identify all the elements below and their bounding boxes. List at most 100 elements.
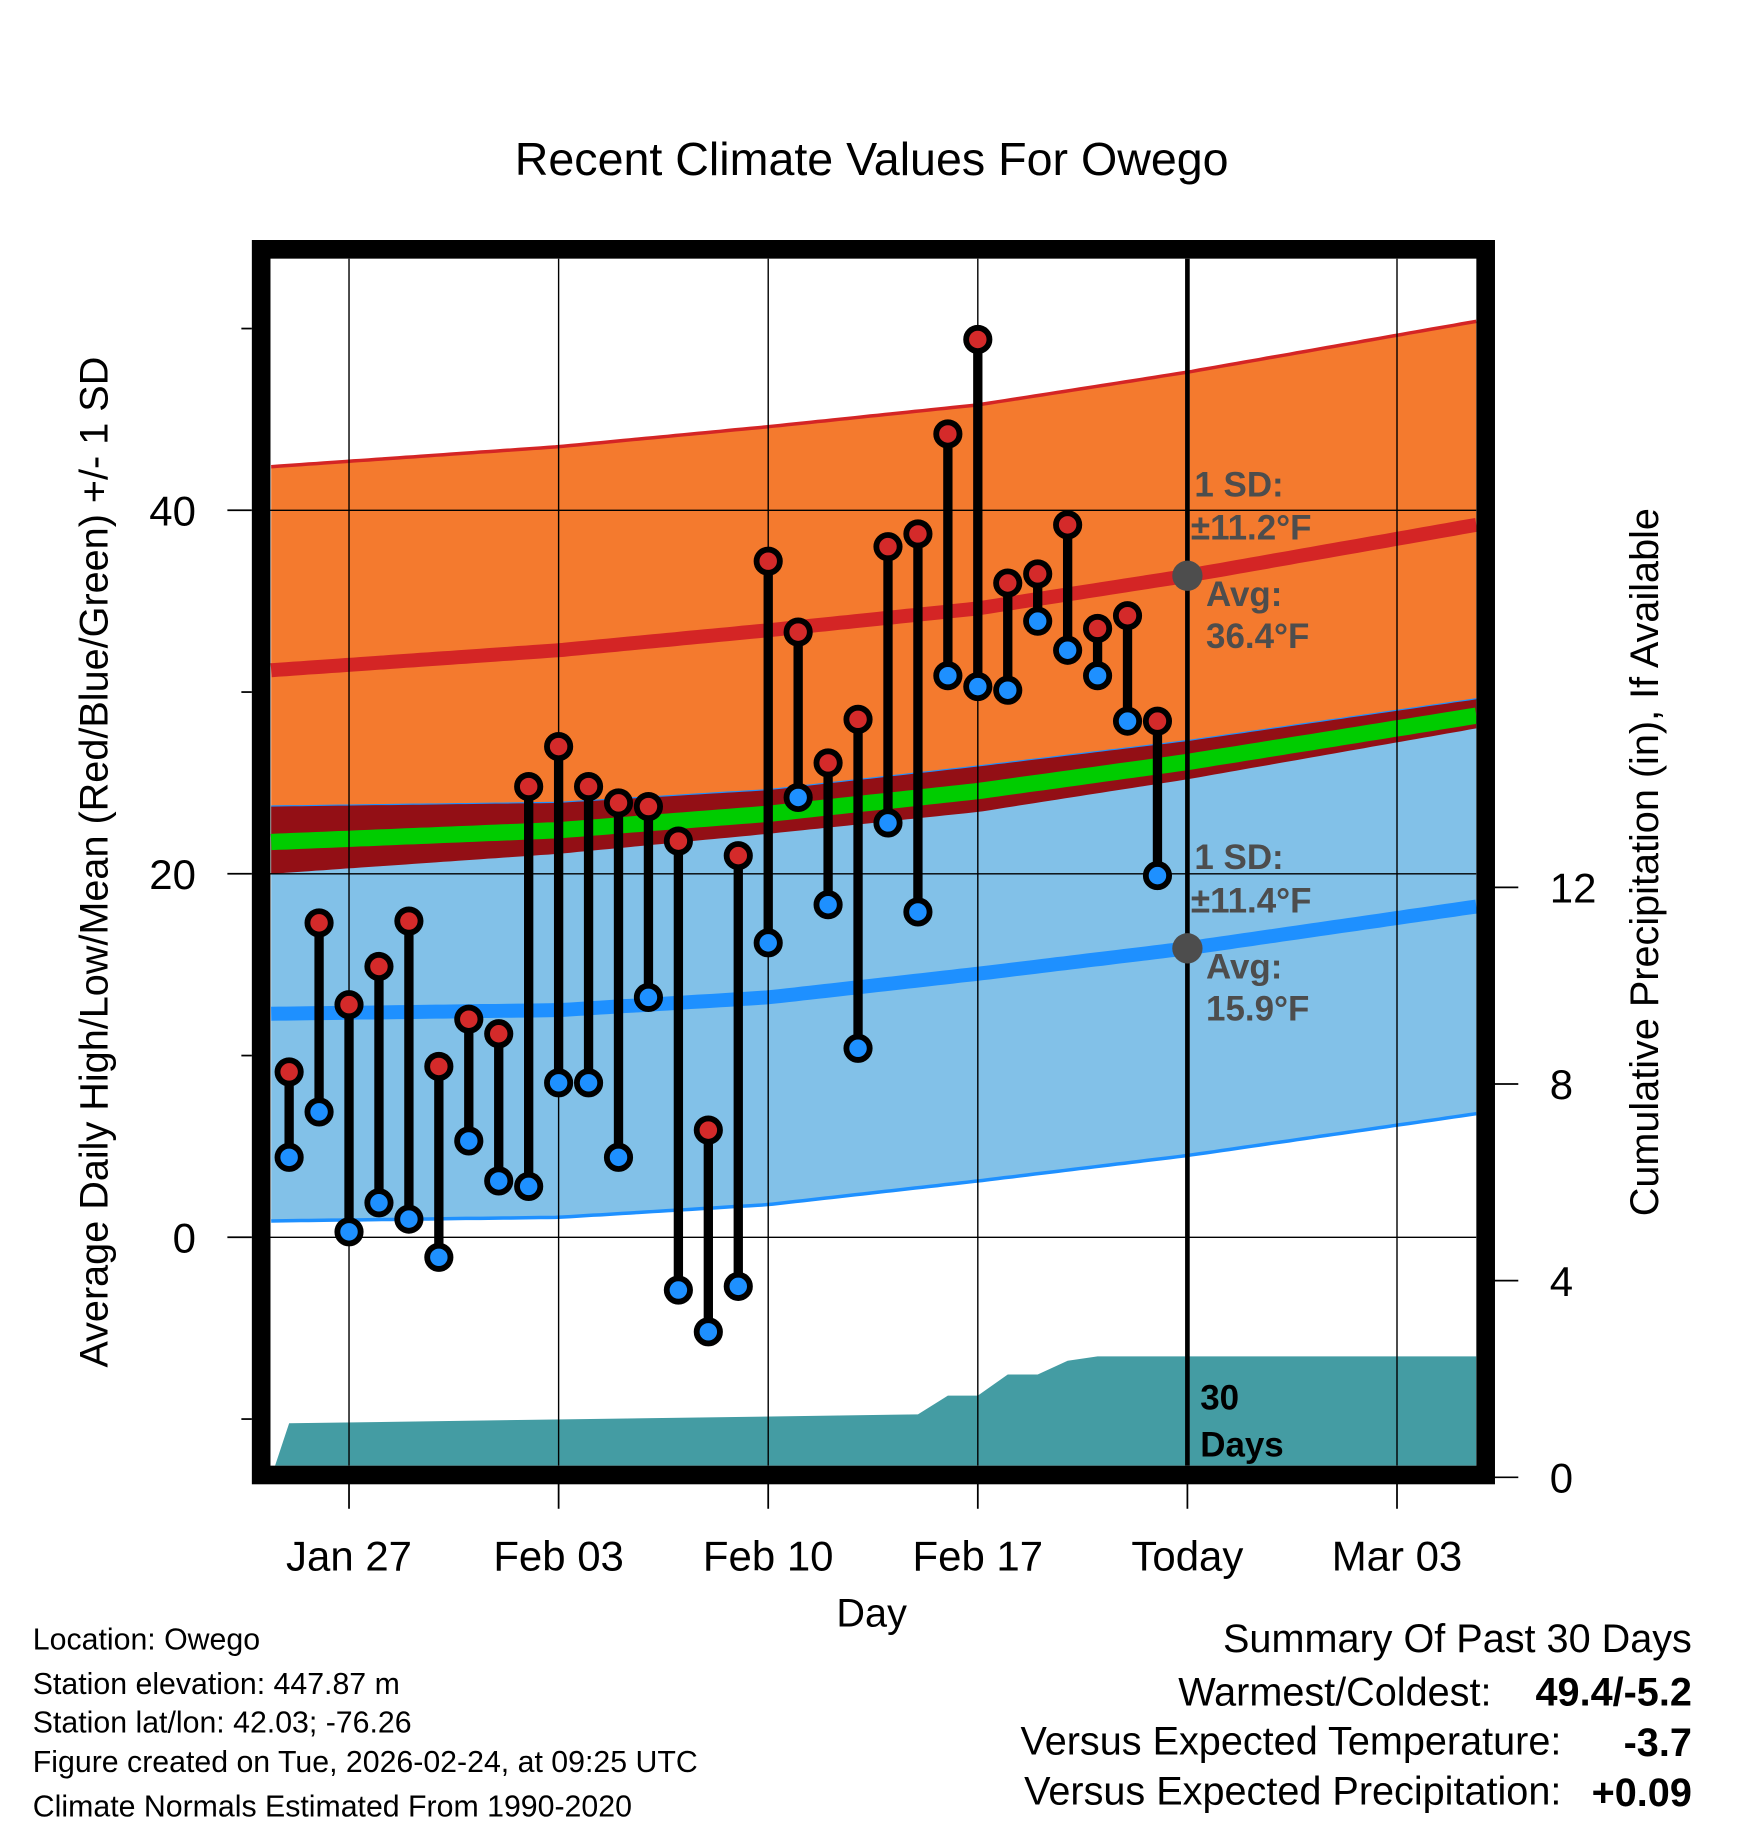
y2-axis-label: Cumulative Precipitation (in), If Availa… — [1623, 508, 1667, 1216]
x-tick-label: Mar 03 — [1332, 1533, 1463, 1580]
high-normal-band — [271, 321, 1477, 874]
high-point — [993, 568, 1023, 598]
low-point — [903, 897, 933, 927]
low-avg-label: Avg: — [1206, 948, 1282, 987]
high-point — [603, 788, 634, 818]
x-tick-label: Feb 17 — [913, 1533, 1044, 1580]
high-point — [454, 1004, 484, 1034]
y2-tick-label: 12 — [1550, 864, 1597, 911]
low-point — [1112, 706, 1143, 736]
high-point — [813, 748, 843, 778]
low-point — [993, 675, 1023, 705]
high-point — [1053, 510, 1083, 540]
window-count-label: 30 — [1200, 1379, 1239, 1418]
high-avg-value: 36.4°F — [1206, 617, 1309, 656]
high-point — [424, 1051, 454, 1082]
chart-title: Recent Climate Values For Owego — [515, 133, 1229, 185]
data-marks — [274, 324, 1203, 1347]
summary-warmest-value: 49.4/-5.2 — [1536, 1671, 1692, 1715]
high-point — [1142, 706, 1173, 736]
high-avg-label: Avg: — [1206, 575, 1282, 614]
low-point — [274, 1142, 304, 1172]
low-sd-value: ±11.4°F — [1191, 881, 1312, 920]
high-point — [544, 732, 574, 762]
window-unit-label: Days — [1200, 1425, 1284, 1464]
footer-normals: Climate Normals Estimated From 1990-2020 — [33, 1790, 632, 1823]
low-point — [633, 982, 664, 1012]
high-point — [484, 1019, 514, 1049]
summary-warmest-label: Warmest/Coldest: — [1178, 1671, 1491, 1715]
high-band-top-line — [271, 319, 1477, 469]
x-tick-label: Feb 10 — [703, 1533, 834, 1580]
low-point — [693, 1317, 723, 1347]
low-point — [963, 672, 993, 702]
x-tick-label: Jan 27 — [286, 1533, 412, 1580]
precipitation-area — [275, 1356, 1477, 1466]
low-point — [1053, 635, 1083, 665]
low-sd-label: 1 SD: — [1194, 838, 1283, 877]
low-point — [334, 1217, 364, 1247]
high-sd-value: ±11.2°F — [1191, 508, 1312, 547]
footer-created: Figure created on Tue, 2026-02-24, at 09… — [33, 1746, 698, 1779]
mean-normal-line — [270, 707, 1477, 851]
high-point — [1112, 601, 1143, 631]
low-point — [514, 1171, 544, 1201]
low-point — [454, 1126, 484, 1156]
x-tick-label: Today — [1131, 1533, 1243, 1580]
low-point — [394, 1204, 424, 1234]
high-point — [723, 841, 753, 871]
today-high-avg-marker — [1172, 560, 1203, 591]
high-point — [304, 908, 334, 938]
low-normal-annotation: 1 SD: ±11.4°F Avg: 15.9°F — [1191, 838, 1312, 1028]
high-point — [843, 704, 873, 734]
high-point — [933, 419, 963, 449]
high-point — [783, 617, 813, 647]
high-point — [1083, 613, 1113, 644]
low-point — [1142, 861, 1173, 891]
footer-info: Location: Owego Station elevation: 447.8… — [33, 1624, 698, 1824]
high-point — [633, 791, 664, 822]
low-point — [663, 1275, 693, 1305]
low-point — [424, 1242, 454, 1272]
high-point — [514, 772, 544, 802]
y-axis-label: Average Daily High/Low/Mean (Red/Blue/Gr… — [72, 357, 116, 1368]
today-low-avg-marker — [1172, 933, 1203, 964]
summary-temp-value: -3.7 — [1624, 1721, 1692, 1765]
low-point — [783, 782, 813, 813]
low-point — [603, 1142, 634, 1172]
low-point — [813, 890, 843, 920]
high-point — [663, 826, 693, 856]
low-point — [544, 1068, 574, 1098]
plot-area — [270, 258, 1477, 1466]
summary-temp-label: Versus Expected Temperature: — [1020, 1720, 1561, 1764]
high-normal-annotation: 1 SD: ±11.2°F Avg: 36.4°F — [1191, 465, 1312, 655]
footer-location: Location: Owego — [33, 1624, 260, 1657]
y-tick-label: 40 — [149, 487, 196, 534]
low-point — [843, 1033, 873, 1063]
low-point — [1023, 606, 1053, 636]
low-point — [364, 1188, 394, 1218]
y2-tick-label: 4 — [1550, 1258, 1573, 1305]
x-axis-label: Day — [836, 1591, 907, 1635]
summary-title: Summary Of Past 30 Days — [1223, 1617, 1692, 1661]
y2-tick-label: 8 — [1550, 1061, 1573, 1108]
footer-elevation: Station elevation: 447.87 m — [33, 1668, 400, 1701]
y2-tick-label: 0 — [1550, 1454, 1573, 1501]
high-point — [364, 951, 394, 982]
high-point — [394, 906, 424, 936]
high-point — [334, 990, 364, 1020]
high-point — [873, 532, 903, 562]
high-point — [573, 772, 604, 802]
x-tick-label: Feb 03 — [493, 1533, 624, 1580]
axes: Jan 27 Feb 03 Feb 10 Feb 17 Today Mar 0302040… — [149, 327, 1597, 1580]
low-point — [1083, 661, 1113, 691]
footer-latlon: Station lat/lon: 42.03; -76.26 — [33, 1706, 412, 1739]
summary-precip-label: Versus Expected Precipitation: — [1024, 1770, 1561, 1814]
high-point — [963, 324, 993, 355]
high-sd-label: 1 SD: — [1194, 465, 1283, 504]
high-point — [693, 1115, 723, 1145]
low-point — [484, 1166, 514, 1196]
high-point — [753, 546, 783, 576]
low-point — [873, 808, 903, 838]
